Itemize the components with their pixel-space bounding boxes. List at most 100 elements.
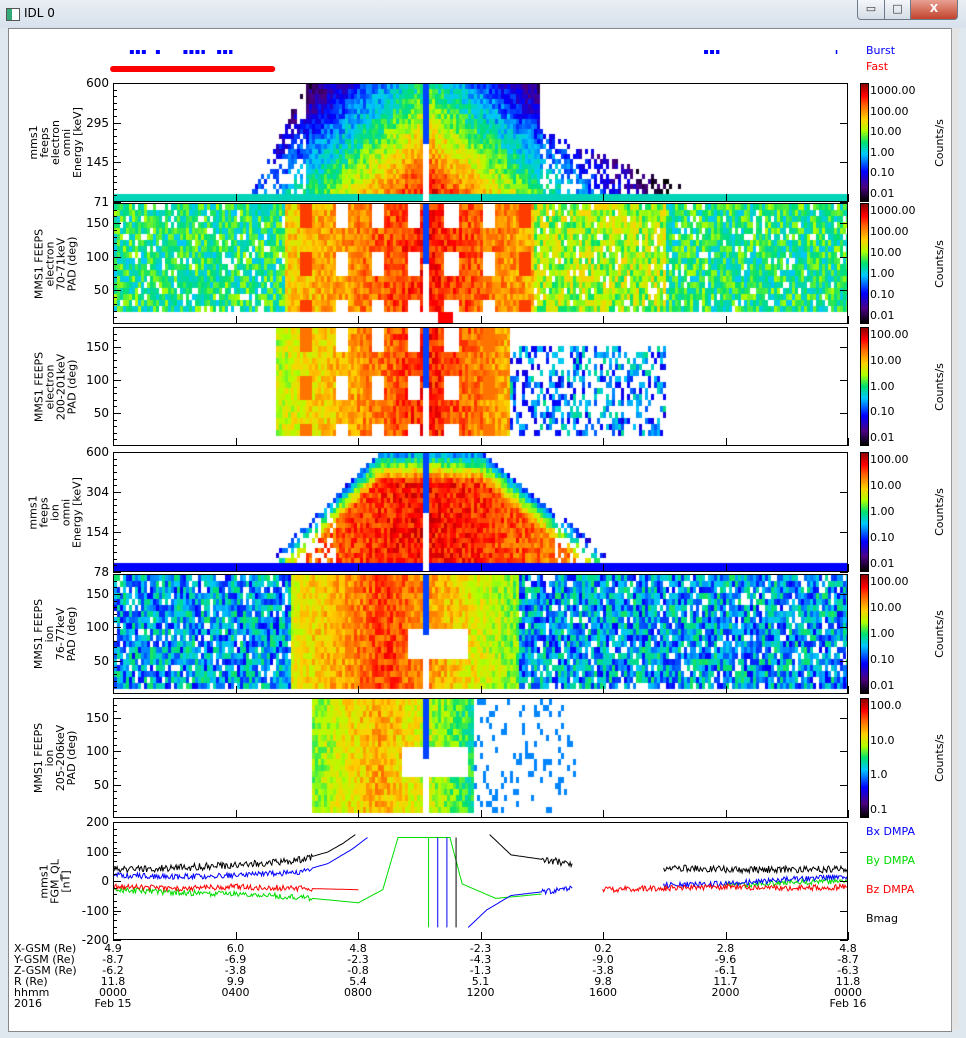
y-minor-tick <box>113 764 117 766</box>
x-major-tick <box>848 316 849 324</box>
y-major-tick-right <box>840 594 848 595</box>
y-axis-label-line: electron <box>48 120 62 165</box>
spectrogram-heatmap <box>114 328 847 445</box>
colorbar-tick-label: 1.00 <box>870 267 895 280</box>
y-minor-tick <box>113 667 117 669</box>
colorbar <box>860 83 869 202</box>
y-minor-tick <box>113 297 117 299</box>
y-tick-label: 50 <box>93 283 109 298</box>
y-major-tick <box>113 784 121 786</box>
y-axis-label-line: feeps <box>37 127 51 158</box>
y-minor-tick <box>113 386 117 388</box>
y-major-tick <box>113 531 121 533</box>
y-minor-tick <box>113 558 117 560</box>
x-tick-hhmm: 2000 <box>711 986 740 999</box>
x-major-tick <box>480 564 482 572</box>
y-tick-label: 304 <box>86 484 109 499</box>
x-major-tick <box>725 686 727 694</box>
y-major-tick-right <box>840 290 848 292</box>
y-axis-label-line: Energy [keV] <box>70 476 84 548</box>
colorbar-tick-label: 0.01 <box>870 431 895 444</box>
y-major-tick <box>113 572 121 573</box>
colorbar-tick-label: 10.0 <box>870 733 895 747</box>
x-major-tick <box>358 932 359 940</box>
y-minor-tick <box>113 920 117 922</box>
y-tick-label: -200 <box>81 933 109 947</box>
y-minor-tick <box>113 175 117 177</box>
panel-feeps-ion-omni <box>113 452 848 572</box>
spectrogram-heatmap <box>114 84 847 201</box>
x-major-tick <box>235 564 237 572</box>
y-minor-tick <box>113 155 117 157</box>
y-axis-label: mms1 feeps electron omni Energy [keV] <box>27 83 84 202</box>
legend-by-dmpa: By DMPA <box>866 854 915 867</box>
y-minor-tick <box>113 432 117 434</box>
y-major-tick <box>113 162 121 164</box>
colorbar-tick-label: 10.00 <box>870 353 902 367</box>
colorbar-tick-label: 0.10 <box>870 531 895 544</box>
y-axis-label-line: Energy [keV] <box>70 107 84 178</box>
x-tick-r: 5.1 <box>471 975 490 988</box>
y-minor-tick <box>113 674 117 675</box>
y-minor-tick <box>113 751 117 753</box>
y-minor-tick <box>113 270 117 272</box>
y-major-tick <box>113 660 121 662</box>
y-tick-label: 150 <box>86 587 109 601</box>
panel-feeps-electron-pad-200keV <box>113 327 848 446</box>
y-major-tick-right <box>840 572 848 573</box>
colorbar-label: Counts/s <box>933 347 946 427</box>
x-major-tick <box>603 316 604 324</box>
y-minor-tick <box>113 620 117 622</box>
y-minor-tick <box>113 102 117 104</box>
y-major-tick <box>113 379 121 381</box>
y-axis-label: mms1 feeps ion omni Energy [keV] <box>27 452 84 572</box>
x-major-tick <box>358 810 359 818</box>
x-major-tick <box>235 438 237 446</box>
y-minor-tick <box>113 412 117 414</box>
y-minor-tick <box>113 926 117 928</box>
x-major-tick <box>848 810 849 818</box>
y-major-tick <box>113 718 121 719</box>
y-major-tick-right <box>840 851 848 853</box>
window-title: IDL 0 <box>24 6 55 20</box>
x-tick-z: -0.8 <box>347 964 369 977</box>
y-minor-tick <box>113 784 117 786</box>
panel-fgm-ql <box>113 822 848 940</box>
x-major-tick <box>113 194 114 202</box>
y-minor-tick <box>113 711 117 713</box>
colorbar-tick-label: 100.00 <box>870 453 909 466</box>
y-minor-tick <box>113 399 117 401</box>
y-axis-label-line: PAD (deg) <box>65 606 78 662</box>
y-minor-tick <box>113 731 117 733</box>
panel-feeps-ion-pad-76keV <box>113 574 848 694</box>
colorbar <box>860 203 869 324</box>
colorbar-tick-label: 100.00 <box>870 328 909 341</box>
y-minor-tick <box>113 848 117 850</box>
y-tick-label: 78 <box>93 565 109 579</box>
y-minor-tick <box>113 276 117 278</box>
x-major-tick <box>480 438 482 446</box>
y-minor-tick <box>113 718 117 719</box>
y-minor-tick <box>113 209 117 211</box>
colorbar-label: Counts/s <box>933 224 946 304</box>
y-tick-label: 295 <box>86 115 109 130</box>
y-tick-label: 600 <box>86 76 109 90</box>
y-minor-tick <box>113 634 117 635</box>
y-axis-label-line: omni <box>59 128 73 157</box>
colorbar-tick-label: 0.10 <box>870 166 895 180</box>
y-major-tick-right <box>840 346 848 348</box>
y-tick-label: 100 <box>86 744 109 759</box>
x-major-tick <box>725 438 727 446</box>
y-major-tick-right <box>840 910 848 912</box>
vertical-scrollbar[interactable] <box>951 28 959 1030</box>
x-major-tick <box>725 932 727 940</box>
y-minor-tick <box>113 366 117 368</box>
y-major-tick <box>113 910 121 912</box>
close-button[interactable]: X <box>910 0 958 20</box>
y-minor-tick <box>113 640 117 642</box>
x-tick-x: 4.8 <box>839 942 857 955</box>
x-tick-hhmm: 0000 <box>99 986 127 999</box>
x-axis-row-label: hhmm <box>14 986 50 999</box>
y-major-tick <box>113 627 121 629</box>
y-axis-label-line: MMS1 FEEPS <box>32 228 45 299</box>
